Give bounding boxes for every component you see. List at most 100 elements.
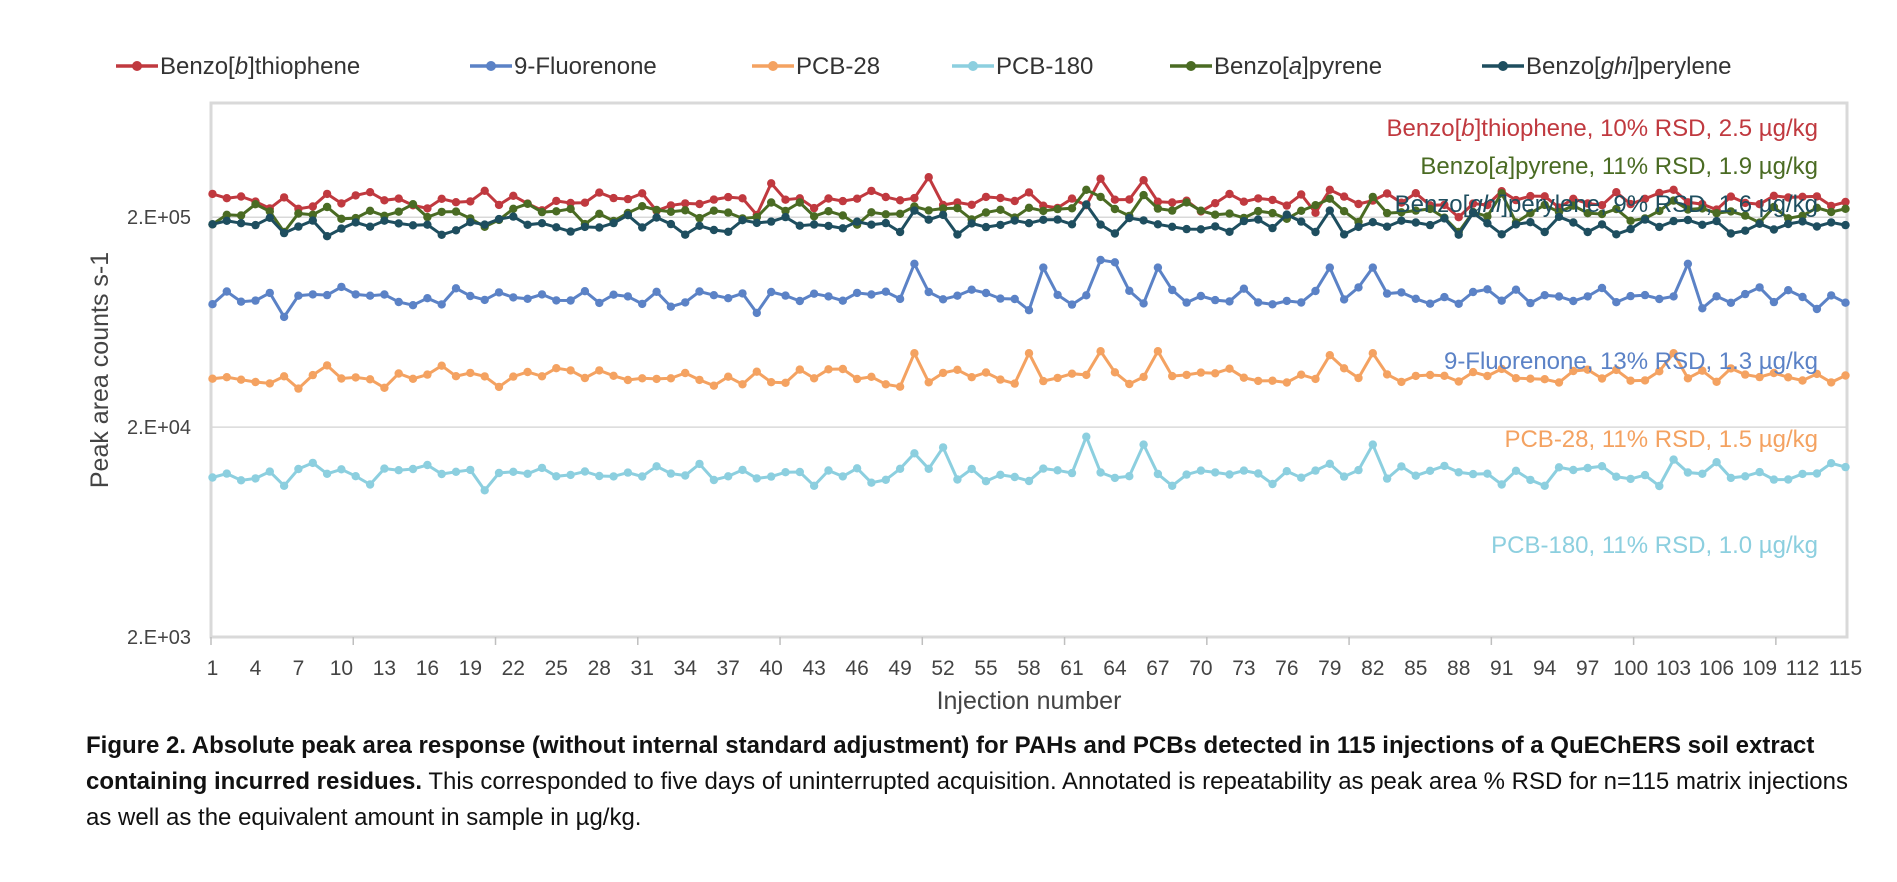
data-point [1153,469,1163,479]
data-point [1597,283,1607,293]
data-point [1769,297,1779,307]
data-point [1211,295,1220,305]
data-point [638,223,647,232]
data-point [222,194,231,203]
data-point [322,290,332,300]
data-point [222,210,231,219]
data-point [566,204,575,214]
data-point [1254,215,1263,224]
data-point [351,373,360,382]
data-point [838,211,847,220]
data-point [1239,197,1249,206]
data-point [1368,349,1378,358]
y-axis: 2.E+03 2.E+04 2.E+05 [127,207,191,649]
data-point [394,219,403,228]
data-point [795,198,804,207]
data-point [681,298,690,307]
data-point [294,384,303,393]
data-point [1497,230,1506,239]
data-point [1153,263,1163,272]
data-point [566,296,575,305]
data-point [623,292,633,301]
data-point [580,467,590,476]
data-point [953,365,962,374]
data-point [1554,292,1564,301]
data-point [222,469,231,478]
x-tick-label: 115 [1829,657,1862,680]
data-point [1182,224,1191,234]
data-point [738,216,747,225]
data-point [1139,299,1148,308]
data-point [1096,347,1105,356]
data-point [1225,189,1234,199]
data-point [1440,214,1449,223]
data-point [265,467,274,476]
data-point [1225,297,1234,306]
data-point [1440,461,1449,471]
series-2 [208,347,1850,393]
data-point [1712,377,1721,386]
data-point [1196,206,1206,215]
data-point [1540,291,1549,300]
data-point [337,199,346,208]
data-point [509,191,518,200]
data-point [1297,217,1306,226]
data-point [1339,472,1349,481]
data-point [1698,304,1707,313]
data-point [867,208,876,217]
data-point [265,213,274,222]
data-point [867,290,876,299]
data-point [451,467,461,476]
data-point [1082,370,1091,380]
x-tick-label: 46 [845,657,868,680]
data-point [938,204,948,213]
data-point [881,210,890,219]
data-point [1669,185,1678,194]
data-point [1039,376,1048,386]
data-point [1382,289,1392,298]
data-point [1254,376,1263,386]
data-point [509,212,518,221]
data-point [1655,367,1664,376]
data-point [910,193,919,203]
data-point [1239,216,1249,226]
data-point [1082,185,1091,194]
data-point [1311,201,1320,210]
data-point [251,474,260,483]
data-point [1769,202,1779,212]
data-point [1339,192,1349,201]
series-annotation: PCB-28, 11% RSD, 1.5 µg/kg [1504,426,1818,453]
y-tick-label: 2.E+05 [127,207,191,229]
data-point [1039,263,1048,272]
data-point [279,481,289,490]
data-point [308,458,317,468]
data-point [824,292,833,301]
data-point [1827,201,1836,211]
data-point [1540,481,1549,490]
x-tick-label: 103 [1656,657,1691,680]
data-point [595,223,604,232]
data-point [695,287,704,296]
data-point [1411,371,1421,381]
data-point [852,374,862,384]
data-point [494,288,504,297]
data-point [1297,190,1306,199]
data-point [1268,300,1277,309]
data-point [1411,471,1421,480]
data-point [1483,219,1492,228]
data-point [1669,196,1678,205]
data-point [1554,212,1564,221]
data-point [1339,364,1349,373]
data-point [523,220,532,229]
data-point [609,218,618,228]
data-point [480,186,489,195]
data-point [910,206,919,215]
data-point [1468,367,1478,377]
chart: Benzo[b]thiophene 9-Fluorenone PCB-28 PCB-1… [86,53,1862,715]
data-point [337,282,346,292]
series-annotation: Benzo[b]thiophene, 10% RSD, 2.5 µg/kg [1387,115,1818,142]
data-point [1067,194,1077,203]
data-point [609,290,618,299]
data-point [566,470,575,480]
data-point [1784,286,1793,295]
